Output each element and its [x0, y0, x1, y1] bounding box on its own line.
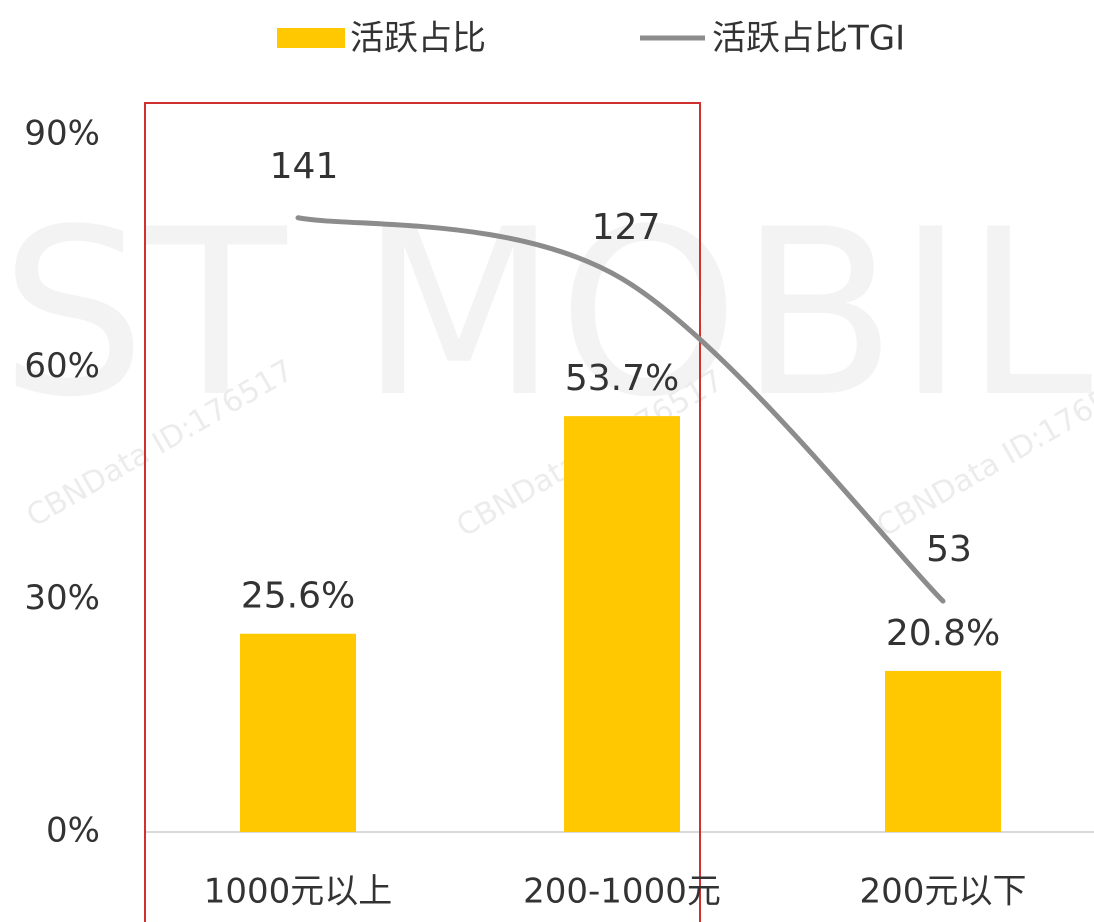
data-label: 20.8%: [886, 613, 1000, 654]
line: [295, 215, 946, 604]
bar: [885, 670, 1001, 832]
legend-label: 活跃占比TGI: [712, 19, 905, 59]
data-label: 127: [592, 207, 661, 248]
bar: [240, 633, 356, 832]
data-label: 53.7%: [565, 358, 679, 399]
y-tick-label: 30%: [24, 578, 100, 618]
watermarks: ST MOBILE CBNData ID:176517 CBNData ID:1…: [0, 181, 1094, 544]
y-tick-label: 0%: [46, 811, 100, 851]
data-label: 25.6%: [241, 576, 355, 617]
data-label: 141: [270, 146, 339, 187]
x-tick-label: 200-1000元: [523, 872, 721, 912]
x-tick-label: 200元以下: [860, 872, 1027, 912]
bar: [564, 416, 680, 832]
data-label: 53: [926, 529, 972, 570]
x-tick-label: 1000元以上: [204, 872, 393, 912]
y-tick-label: 90%: [24, 114, 100, 154]
watermark-big: ST MOBILE: [0, 181, 1094, 448]
y-tick-label: 60%: [24, 346, 100, 386]
legend-swatch: [277, 28, 345, 48]
highlight-box: [144, 102, 701, 922]
legend-label: 活跃占比: [350, 19, 486, 59]
